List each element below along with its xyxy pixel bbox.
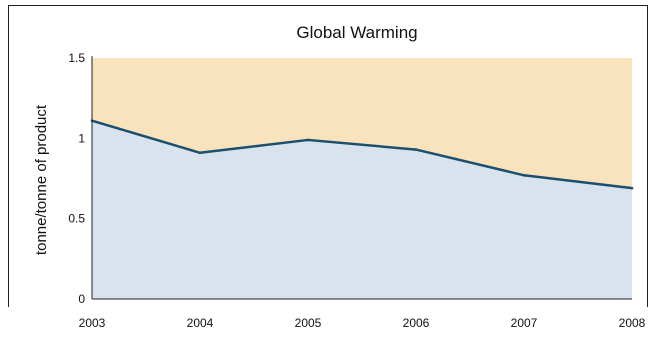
x-tick-label: 2006: [403, 316, 430, 330]
series-line: [91, 119, 633, 190]
area-fill: [92, 120, 632, 299]
y-tick-label: 0.5: [68, 212, 85, 226]
y-tick-label: 1.5: [68, 51, 85, 65]
y-tick-label: 1: [78, 131, 85, 145]
data-point: [630, 186, 634, 190]
x-tick-label: 2008: [619, 316, 646, 330]
chart-title: Global Warming: [296, 23, 417, 42]
x-tick-label: 2003: [79, 316, 106, 330]
data-point: [198, 151, 202, 155]
data-point: [414, 148, 418, 151]
data-point: [306, 138, 310, 142]
y-axis-label: tonne/tonne of product: [33, 104, 50, 255]
data-point: [522, 173, 526, 177]
y-tick-label: 0: [78, 292, 85, 306]
x-tick-label: 2004: [187, 316, 214, 330]
plot-area: 0 0.5 1 1.5 2003 2004 2005 2006 2007 2008: [68, 51, 645, 330]
x-tick-label: 2005: [295, 316, 322, 330]
x-tick-label: 2007: [511, 316, 538, 330]
